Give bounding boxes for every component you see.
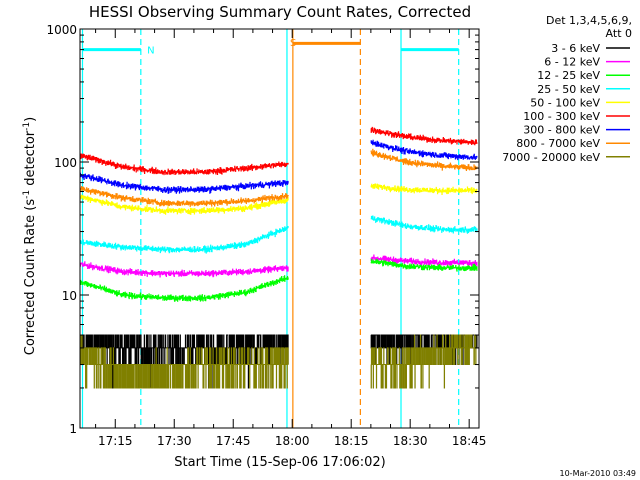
series-line: [79, 261, 289, 278]
series-line: [370, 215, 478, 234]
y-tick-label: 1: [69, 422, 77, 436]
series-line: [370, 139, 478, 161]
series-line: [79, 186, 289, 207]
legend-label: 800 - 7000 keV: [516, 137, 600, 150]
x-tick-label: 17:30: [157, 434, 192, 448]
chart-title: HESSI Observing Summary Count Rates, Cor…: [89, 3, 471, 21]
x-axis-label: Start Time (15-Sep-06 17:06:02): [174, 455, 385, 470]
legend-label: 3 - 6 keV: [551, 42, 600, 55]
footer-timestamp: 10-Mar-2010 03:49: [560, 469, 637, 478]
series-line: [370, 183, 478, 195]
y-axis-label: Corrected Count Rate (s-1 detector-1): [22, 117, 38, 355]
x-tick-label: 18:00: [275, 434, 310, 448]
y-axis-label-sup2: -1: [22, 122, 32, 131]
series-line: [79, 334, 289, 389]
y-tick-label: 10: [62, 289, 77, 303]
series-layer: [79, 126, 478, 389]
axis-layer: 1 10 100 1000 17:15 17:30 17:45 18:00 18:15 18:30…: [46, 23, 486, 448]
marker-label: S: [290, 38, 296, 49]
x-tick-label: 17:15: [98, 434, 133, 448]
y-tick-label: 1000: [46, 23, 77, 37]
series-line: [370, 126, 478, 146]
legend-label: 50 - 100 keV: [530, 96, 600, 109]
x-tick-label: 18:30: [393, 434, 428, 448]
series-line: [79, 275, 289, 302]
legend-label: 12 - 25 keV: [537, 69, 600, 82]
y-axis-label-main: Corrected Count Rate (s: [23, 199, 38, 356]
series-line: [370, 258, 478, 272]
x-tick-label: 18:15: [334, 434, 369, 448]
series-line: [79, 225, 289, 254]
y-axis-label-sup1: -1: [22, 190, 32, 199]
series-line: [79, 153, 289, 176]
series-line: [370, 148, 478, 172]
series-line: [80, 334, 289, 389]
legend-label: 7000 - 20000 keV: [502, 151, 600, 164]
legend-header-attenuator: Att 0: [606, 27, 632, 40]
marker-label: N: [147, 46, 154, 57]
legend-label: 25 - 50 keV: [537, 83, 600, 96]
series-line: [79, 194, 289, 215]
y-axis-label-end: ): [23, 117, 38, 122]
y-axis-label-mid: detector: [23, 130, 38, 190]
legend-label: 100 - 300 keV: [523, 110, 600, 123]
series-line: [370, 334, 478, 389]
legend-label: 6 - 12 keV: [544, 56, 600, 69]
x-tick-label: 17:45: [216, 434, 251, 448]
legend-header-detectors: Det 1,3,4,5,6,9,: [546, 14, 632, 27]
legend-label: 300 - 800 keV: [523, 124, 600, 137]
y-tick-label: 100: [54, 156, 77, 170]
plot-frame: [79, 28, 480, 429]
x-tick-label: 18:45: [452, 434, 487, 448]
series-line: [79, 172, 289, 194]
